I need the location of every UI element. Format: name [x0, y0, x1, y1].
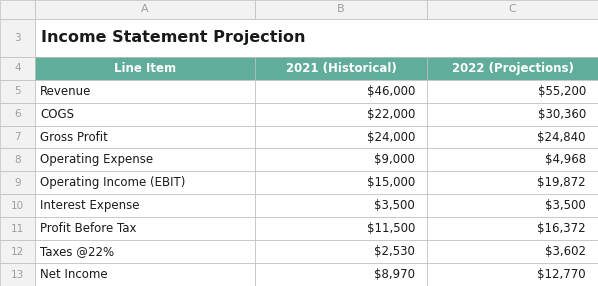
Bar [255, 194, 427, 217]
Text: 4: 4 [14, 63, 21, 73]
Bar [35, 148, 255, 171]
Bar [255, 240, 427, 263]
Bar [0, 194, 35, 217]
Bar [427, 194, 598, 217]
Text: COGS: COGS [40, 108, 74, 121]
Bar [427, 263, 598, 286]
Text: Income Statement Projection: Income Statement Projection [41, 30, 306, 45]
Bar [255, 263, 427, 286]
Bar [0, 80, 35, 103]
Bar [35, 126, 255, 148]
Bar [35, 19, 598, 57]
Bar [0, 126, 35, 148]
Text: $12,770: $12,770 [538, 268, 586, 281]
Text: $3,602: $3,602 [545, 245, 586, 258]
Text: B: B [337, 5, 345, 15]
Text: 13: 13 [11, 269, 24, 279]
Text: $3,500: $3,500 [374, 199, 415, 212]
Text: 5: 5 [14, 86, 21, 96]
Bar [35, 103, 255, 126]
Bar [0, 19, 35, 57]
Text: $15,000: $15,000 [367, 176, 415, 189]
Text: $9,000: $9,000 [374, 154, 415, 166]
Bar [0, 263, 35, 286]
Text: $24,000: $24,000 [367, 130, 415, 144]
Bar [0, 57, 35, 80]
Text: 10: 10 [11, 201, 24, 211]
Text: 11: 11 [11, 224, 24, 234]
Bar [427, 57, 598, 80]
Text: 6: 6 [14, 109, 21, 119]
Bar [255, 148, 427, 171]
Bar [35, 194, 255, 217]
Bar [255, 0, 427, 19]
Bar [35, 0, 255, 19]
Text: $22,000: $22,000 [367, 108, 415, 121]
Text: 2021 (Historical): 2021 (Historical) [286, 62, 396, 75]
Text: $11,500: $11,500 [367, 222, 415, 235]
Text: Operating Expense: Operating Expense [40, 154, 153, 166]
Text: $3,500: $3,500 [545, 199, 586, 212]
Text: 7: 7 [14, 132, 21, 142]
Text: $24,840: $24,840 [538, 130, 586, 144]
Bar [427, 217, 598, 240]
Text: Operating Income (EBIT): Operating Income (EBIT) [40, 176, 185, 189]
Text: Taxes @22%: Taxes @22% [40, 245, 114, 258]
Text: Gross Profit: Gross Profit [40, 130, 108, 144]
Text: C: C [509, 5, 517, 15]
Text: $16,372: $16,372 [538, 222, 586, 235]
Text: 2022 (Projections): 2022 (Projections) [451, 62, 573, 75]
Text: Net Income: Net Income [40, 268, 108, 281]
Text: Line Item: Line Item [114, 62, 176, 75]
Bar [427, 240, 598, 263]
Text: $30,360: $30,360 [538, 108, 586, 121]
Text: $55,200: $55,200 [538, 85, 586, 98]
Bar [35, 57, 255, 80]
Bar [427, 80, 598, 103]
Text: $19,872: $19,872 [538, 176, 586, 189]
Bar [427, 0, 598, 19]
Text: $8,970: $8,970 [374, 268, 415, 281]
Text: Interest Expense: Interest Expense [40, 199, 139, 212]
Text: Profit Before Tax: Profit Before Tax [40, 222, 136, 235]
Bar [255, 126, 427, 148]
Bar [255, 171, 427, 194]
Bar [255, 80, 427, 103]
Bar [255, 103, 427, 126]
Bar [35, 217, 255, 240]
Text: 8: 8 [14, 155, 21, 165]
Bar [427, 126, 598, 148]
Bar [35, 263, 255, 286]
Text: $2,530: $2,530 [374, 245, 415, 258]
Text: A: A [141, 5, 149, 15]
Bar [0, 0, 35, 19]
Bar [35, 240, 255, 263]
Bar [0, 240, 35, 263]
Text: Revenue: Revenue [40, 85, 91, 98]
Bar [427, 148, 598, 171]
Text: $46,000: $46,000 [367, 85, 415, 98]
Text: 12: 12 [11, 247, 24, 257]
Bar [35, 80, 255, 103]
Bar [0, 171, 35, 194]
Bar [427, 103, 598, 126]
Text: 3: 3 [14, 33, 21, 43]
Bar [0, 103, 35, 126]
Bar [255, 57, 427, 80]
Bar [0, 148, 35, 171]
Bar [255, 217, 427, 240]
Bar [427, 171, 598, 194]
Bar [0, 217, 35, 240]
Bar [35, 171, 255, 194]
Text: 9: 9 [14, 178, 21, 188]
Text: $4,968: $4,968 [545, 154, 586, 166]
